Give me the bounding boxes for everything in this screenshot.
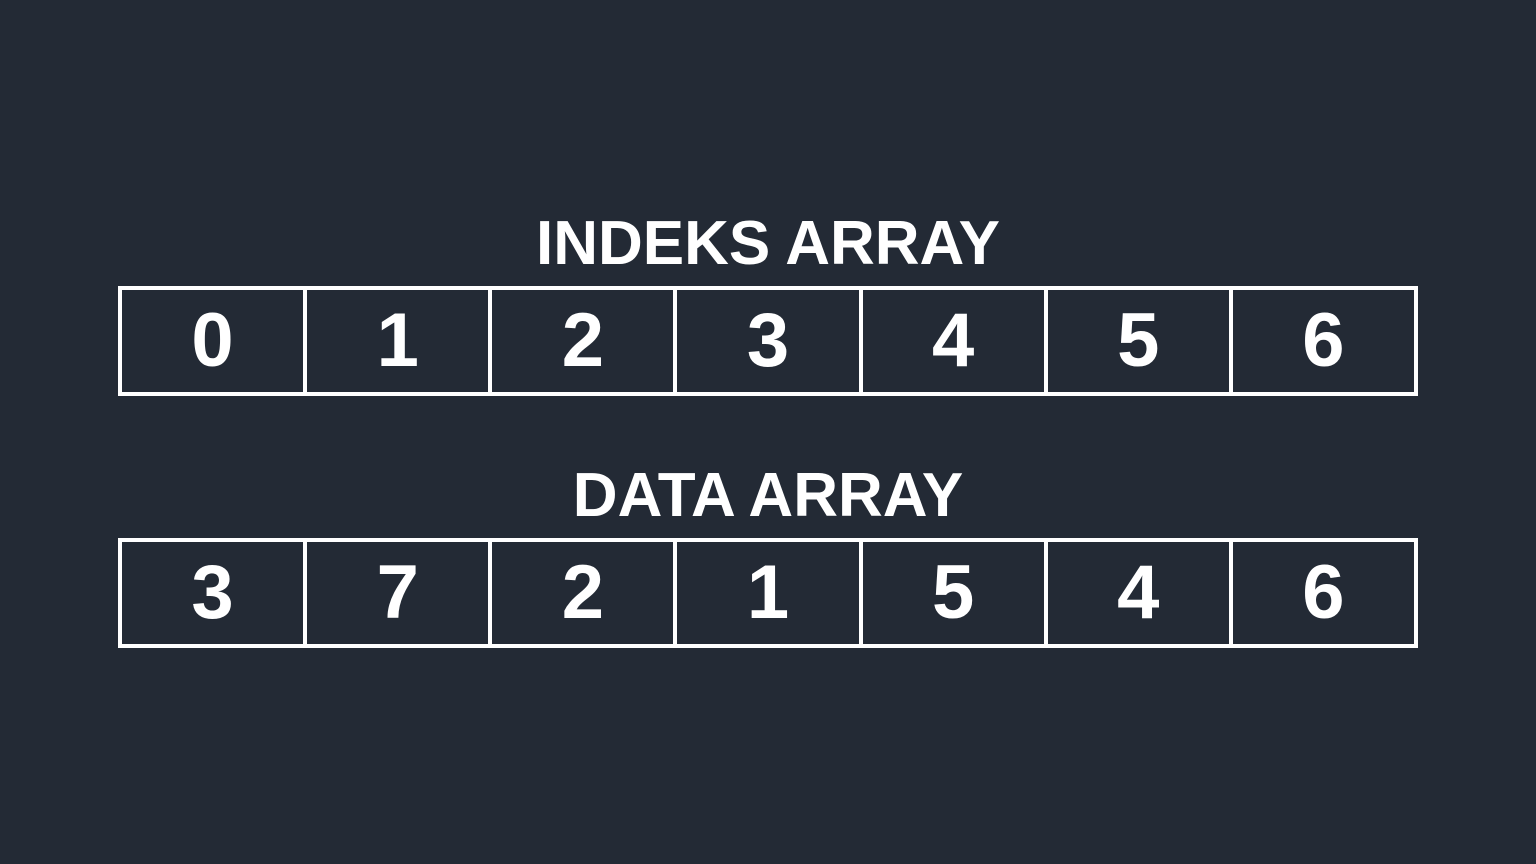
index-cell: 6	[1302, 298, 1345, 383]
index-cell: 0	[122, 290, 308, 392]
index-array-cells: 0 1 2 3 4 5 6	[118, 286, 1418, 396]
index-cell: 1	[307, 290, 493, 392]
data-cell: 4	[1048, 542, 1233, 644]
index-cell: 5	[1048, 290, 1233, 392]
data-cell: 1	[677, 542, 863, 644]
index-cell: 2	[492, 290, 678, 392]
data-cell: 5	[863, 542, 1048, 644]
data-array-title: DATA ARRAY	[572, 461, 964, 530]
data-cell: 3	[122, 542, 308, 644]
index-cell: 4	[863, 290, 1048, 392]
index-array-block: INDEKS ARRAY 0 1 2 3 4 5 6	[118, 208, 1418, 396]
data-array-cells: 3 7 2 1 5 4 6	[118, 538, 1418, 648]
index-array-title: INDEKS ARRAY	[536, 209, 1000, 278]
data-cell: 2	[492, 542, 678, 644]
index-cell: 3	[677, 290, 863, 392]
data-cell: 6	[1302, 550, 1345, 635]
data-cell: 7	[307, 542, 493, 644]
data-array-block: DATA ARRAY 3 7 2 1 5 4 6	[118, 460, 1418, 648]
